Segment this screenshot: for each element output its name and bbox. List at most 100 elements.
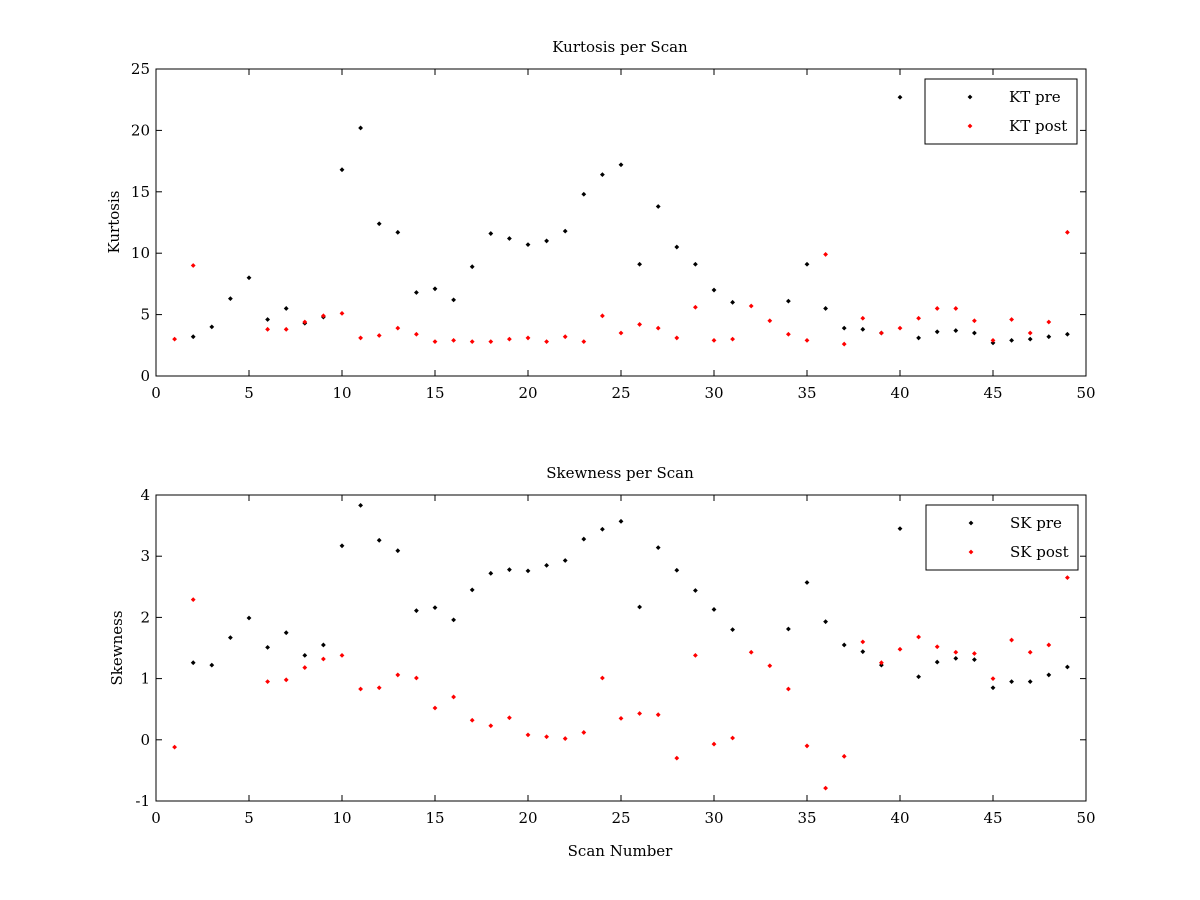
- data-point: [190, 660, 196, 666]
- data-point: [562, 334, 568, 340]
- y-tick-label: 25: [131, 60, 150, 78]
- data-point: [358, 686, 363, 692]
- data-point: [358, 503, 363, 508]
- data-point: [507, 567, 512, 573]
- data-point: [1009, 337, 1014, 343]
- data-point: [1065, 331, 1070, 337]
- data-point: [730, 299, 735, 305]
- data-point: [823, 252, 828, 257]
- data-point: [990, 676, 996, 681]
- data-point: [451, 617, 456, 623]
- x-tick-label: 0: [151, 809, 161, 827]
- y-tick-label: 4: [140, 486, 150, 504]
- x-tick-label: 50: [1076, 384, 1095, 402]
- data-point: [507, 336, 512, 342]
- data-point: [860, 649, 866, 655]
- data-points: [172, 94, 1070, 347]
- data-point: [823, 619, 828, 625]
- data-point: [339, 167, 345, 173]
- x-tick-label: 0: [151, 384, 161, 402]
- data-point: [1046, 642, 1052, 648]
- data-point: [786, 331, 791, 337]
- data-point: [934, 644, 940, 650]
- data-point: [469, 339, 475, 345]
- data-point: [916, 315, 921, 321]
- data-point: [730, 735, 735, 741]
- data-point: [841, 753, 847, 759]
- data-point: [562, 558, 568, 563]
- data-point: [655, 325, 661, 331]
- legend-box: [925, 504, 1079, 571]
- x-tick-label: 30: [704, 809, 723, 827]
- data-point: [972, 330, 977, 336]
- data-point: [544, 238, 549, 244]
- data-point: [711, 741, 717, 747]
- data-point: [600, 675, 605, 681]
- data-point: [1027, 336, 1033, 342]
- data-point: [209, 662, 215, 668]
- data-point: [507, 715, 512, 721]
- data-point: [618, 518, 624, 524]
- data-point: [525, 242, 531, 248]
- data-point: [339, 652, 345, 658]
- data-point: [972, 651, 977, 656]
- data-point: [953, 306, 959, 311]
- y-axis-label: Skewness: [108, 610, 126, 685]
- data-point: [637, 711, 642, 716]
- data-point: [1009, 637, 1014, 643]
- data-point: [321, 642, 326, 648]
- data-point: [897, 325, 903, 331]
- data-point: [860, 326, 866, 332]
- data-point: [451, 337, 456, 343]
- data-point: [562, 736, 568, 741]
- y-tick-label: 0: [140, 731, 150, 749]
- data-point: [618, 715, 624, 721]
- data-point: [1046, 334, 1052, 340]
- data-point: [600, 526, 605, 532]
- data-point: [655, 204, 661, 209]
- legend: SK pre SK post: [925, 504, 1079, 571]
- data-point: [395, 548, 401, 554]
- data-point: [488, 339, 494, 345]
- data-point: [451, 297, 456, 303]
- x-tick-label: 30: [704, 384, 723, 402]
- data-point: [302, 652, 308, 658]
- data-point: [823, 306, 828, 311]
- data-point: [934, 329, 940, 335]
- data-point: [339, 310, 345, 316]
- legend-marker: [968, 520, 974, 526]
- x-tick-label: 10: [332, 384, 351, 402]
- data-point: [1009, 317, 1014, 322]
- data-point: [376, 333, 382, 338]
- data-point: [748, 303, 754, 309]
- data-point: [302, 665, 308, 670]
- plot-frame: [155, 68, 1087, 377]
- data-point: [860, 639, 866, 645]
- legend-entry: SK pre: [1010, 514, 1062, 532]
- x-tick-label: 10: [332, 809, 351, 827]
- data-point: [972, 657, 977, 663]
- data-point: [841, 341, 847, 347]
- data-point: [1027, 679, 1033, 685]
- y-tick-label: 15: [131, 183, 150, 201]
- data-point: [246, 615, 252, 621]
- data-point: [693, 304, 698, 310]
- data-point: [990, 340, 996, 346]
- data-point: [916, 634, 921, 640]
- x-tick-label: 20: [518, 809, 537, 827]
- data-point: [414, 331, 419, 337]
- data-point: [1009, 679, 1014, 685]
- data-point: [804, 337, 810, 343]
- skewness-subplot: Skewness per Scan Skewness Scan Number 0…: [108, 464, 1096, 860]
- x-tick-label: 35: [797, 809, 816, 827]
- data-point: [693, 588, 698, 593]
- legend-marker: [968, 549, 974, 555]
- data-point: [525, 732, 531, 738]
- data-point: [767, 663, 773, 669]
- data-point: [1046, 319, 1052, 325]
- data-point: [525, 568, 531, 574]
- data-point: [432, 605, 438, 611]
- x-tick-label: 45: [983, 809, 1002, 827]
- data-point: [395, 672, 401, 678]
